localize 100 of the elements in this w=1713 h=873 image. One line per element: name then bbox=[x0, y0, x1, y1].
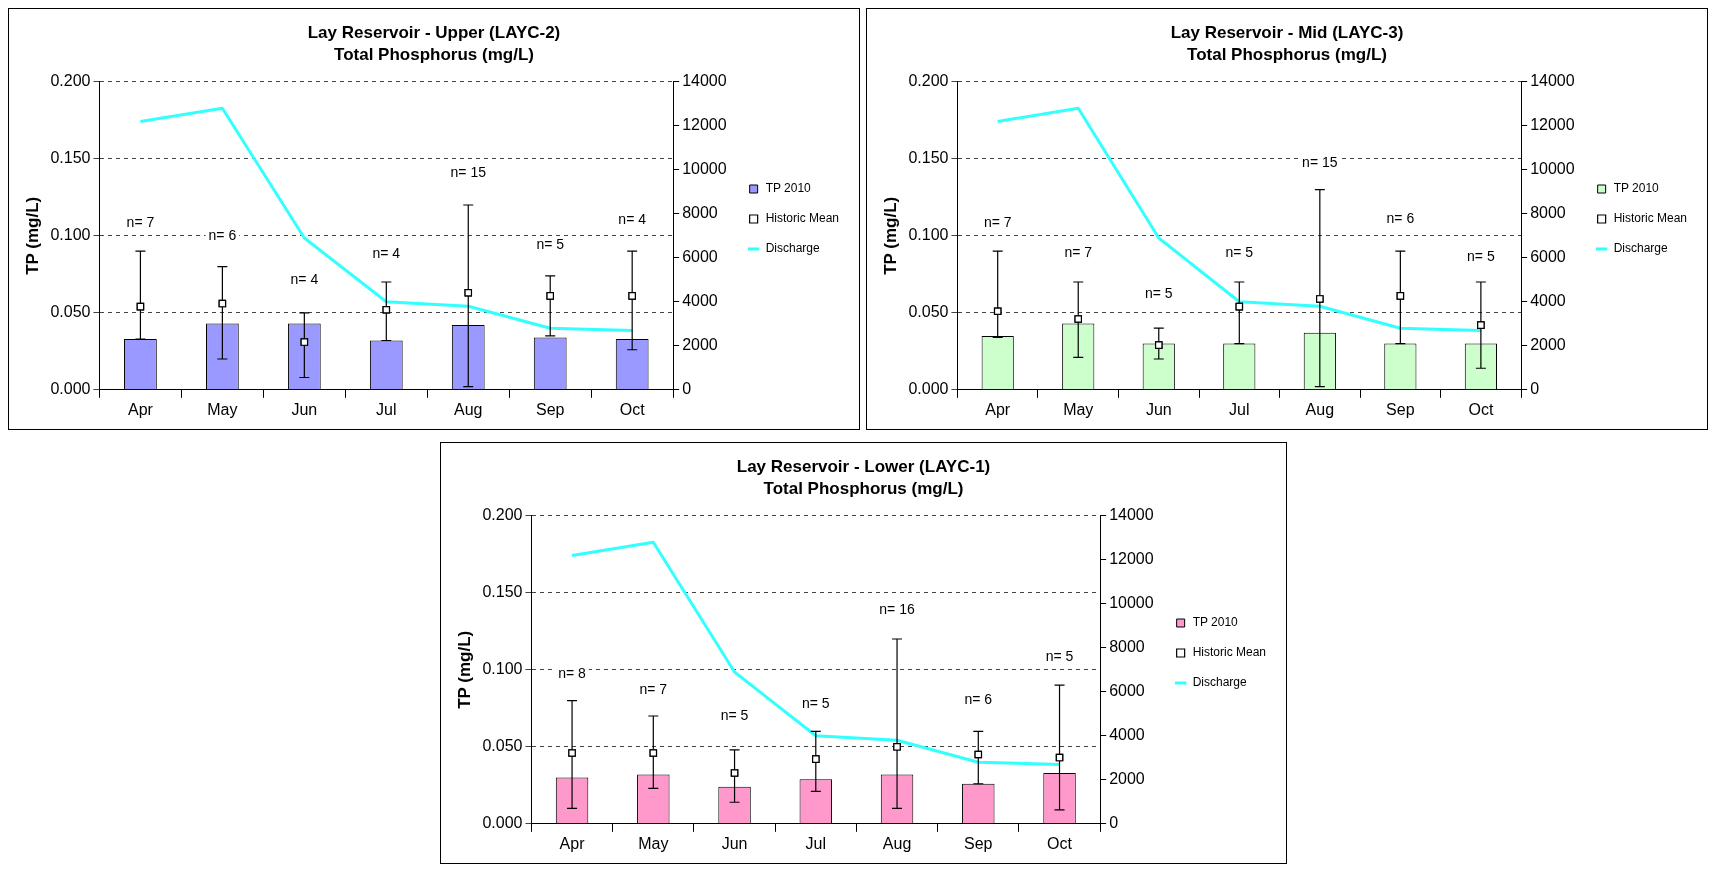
x-tick-label: Aug bbox=[1305, 400, 1335, 418]
annotation: n= 7 bbox=[639, 680, 668, 697]
annotation: n= 5 bbox=[536, 235, 565, 252]
y-tick-label: 0.050 bbox=[908, 303, 949, 321]
y-tick-label: 0.200 bbox=[908, 72, 949, 90]
point bbox=[136, 302, 145, 311]
x-tick-label: Oct bbox=[1047, 834, 1073, 852]
legend-label: Discharge bbox=[765, 241, 820, 256]
x-tick-label: Aug bbox=[454, 400, 483, 418]
y-tick-label: 0.000 bbox=[908, 380, 949, 398]
y2-tick-label: 8000 bbox=[1530, 204, 1566, 222]
annotation: n= 5 bbox=[1144, 285, 1173, 302]
chart-subtitle: Total Phosphorus (mg/L) bbox=[1187, 45, 1387, 65]
y2-tick-label: 10000 bbox=[1530, 160, 1575, 178]
y2-tick-label: 2000 bbox=[1530, 336, 1566, 354]
chart-subtitle: Total Phosphorus (mg/L) bbox=[763, 479, 964, 499]
y2-tick-label: 0 bbox=[1109, 814, 1119, 832]
y2-tick-label: 0 bbox=[682, 380, 692, 398]
x-tick-label: Jun bbox=[291, 400, 318, 418]
annotation: n= 5 bbox=[1467, 248, 1495, 265]
y2-tick-label: 14000 bbox=[682, 72, 727, 90]
annotation: n= 5 bbox=[1225, 243, 1254, 260]
legend-label: Discharge bbox=[1613, 241, 1668, 256]
annotation: n= 6 bbox=[1386, 209, 1415, 226]
y2-tick-label: 12000 bbox=[682, 116, 727, 134]
x-tick-label: Apr bbox=[559, 834, 586, 852]
y-tick-label: 0.200 bbox=[482, 506, 523, 524]
y-tick-label: 0.150 bbox=[908, 149, 949, 167]
y2-tick-label: 4000 bbox=[682, 292, 718, 310]
point bbox=[893, 743, 901, 751]
x-tick-label: Sep bbox=[1386, 400, 1415, 418]
y2-tick-label: 12000 bbox=[1530, 116, 1575, 134]
annotation: n= 16 bbox=[879, 600, 915, 617]
point bbox=[382, 305, 391, 314]
y2-tick-label: 8000 bbox=[682, 204, 718, 222]
annotation: n= 6 bbox=[964, 691, 993, 708]
y-tick-label: 0.150 bbox=[50, 149, 91, 167]
x-tick-label: May bbox=[1063, 400, 1094, 418]
y-tick-label: 0.050 bbox=[50, 303, 91, 321]
point bbox=[1074, 315, 1083, 323]
point bbox=[1235, 302, 1244, 311]
x-tick-label: Oct bbox=[619, 400, 646, 418]
legend-label: Historic Mean bbox=[1192, 645, 1267, 660]
point bbox=[568, 749, 576, 757]
y-tick-label: 0.150 bbox=[482, 583, 523, 601]
point bbox=[649, 749, 658, 757]
x-tick-label: Sep bbox=[535, 400, 565, 418]
x-tick-label: Jul bbox=[805, 834, 827, 852]
y2-tick-label: 4000 bbox=[1109, 726, 1145, 744]
y2-tick-label: 12000 bbox=[1109, 550, 1154, 568]
y-tick-label: 0.050 bbox=[482, 737, 523, 755]
annotation: n= 7 bbox=[126, 214, 155, 231]
legend-label: Historic Mean bbox=[765, 211, 840, 226]
x-tick-label: May bbox=[207, 400, 238, 418]
x-tick-label: Oct bbox=[1468, 400, 1494, 418]
y2-tick-label: 6000 bbox=[1530, 248, 1566, 266]
x-tick-label: Jun bbox=[1145, 400, 1172, 418]
y2-tick-label: 10000 bbox=[1109, 594, 1154, 612]
point bbox=[218, 299, 227, 308]
annotation: n= 7 bbox=[983, 214, 1012, 231]
annotation: n= 5 bbox=[801, 694, 830, 711]
y2-tick-label: 14000 bbox=[1530, 72, 1575, 90]
point bbox=[1316, 295, 1324, 303]
x-tick-label: May bbox=[638, 834, 669, 852]
point bbox=[974, 750, 983, 759]
point bbox=[1154, 341, 1163, 349]
annotation: n= 8 bbox=[558, 665, 587, 682]
y-axis-title: TP (mg/L) bbox=[454, 630, 474, 709]
y-tick-label: 0.100 bbox=[908, 226, 949, 244]
legend-label: TP 2010 bbox=[1613, 181, 1660, 196]
legend-label: TP 2010 bbox=[765, 181, 812, 196]
chart-title: Lay Reservoir - Lower (LAYC-1) bbox=[736, 456, 991, 476]
x-tick-label: Sep bbox=[964, 834, 993, 852]
point bbox=[812, 755, 820, 763]
point bbox=[546, 292, 554, 300]
point bbox=[730, 769, 739, 777]
legend-label: Historic Mean bbox=[1613, 211, 1688, 226]
annotation: n= 6 bbox=[208, 226, 237, 243]
y-tick-label: 0.000 bbox=[482, 814, 523, 832]
y-tick-label: 0.100 bbox=[50, 226, 91, 244]
y2-tick-label: 10000 bbox=[682, 160, 727, 178]
annotation: n= 15 bbox=[450, 163, 487, 180]
chart-subtitle: Total Phosphorus (mg/L) bbox=[334, 45, 534, 65]
annotation: n= 5 bbox=[720, 706, 749, 723]
x-tick-label: Apr bbox=[985, 400, 1011, 418]
point bbox=[628, 292, 636, 300]
annotation: n= 5 bbox=[1045, 648, 1074, 665]
x-tick-label: Apr bbox=[127, 400, 154, 418]
point bbox=[1477, 321, 1485, 329]
annotation: n= 4 bbox=[618, 211, 647, 228]
y-axis-title: TP (mg/L) bbox=[22, 196, 42, 275]
x-tick-label: Aug bbox=[882, 834, 912, 852]
annotation: n= 7 bbox=[1064, 243, 1093, 260]
legend-label: Discharge bbox=[1192, 675, 1247, 690]
y-axis-title: TP (mg/L) bbox=[880, 196, 900, 275]
legend-label: TP 2010 bbox=[1192, 615, 1239, 630]
y2-tick-label: 6000 bbox=[682, 248, 718, 266]
point bbox=[464, 289, 473, 297]
x-tick-label: Jul bbox=[376, 400, 397, 418]
chart-title: Lay Reservoir - Upper (LAYC-2) bbox=[307, 22, 561, 42]
